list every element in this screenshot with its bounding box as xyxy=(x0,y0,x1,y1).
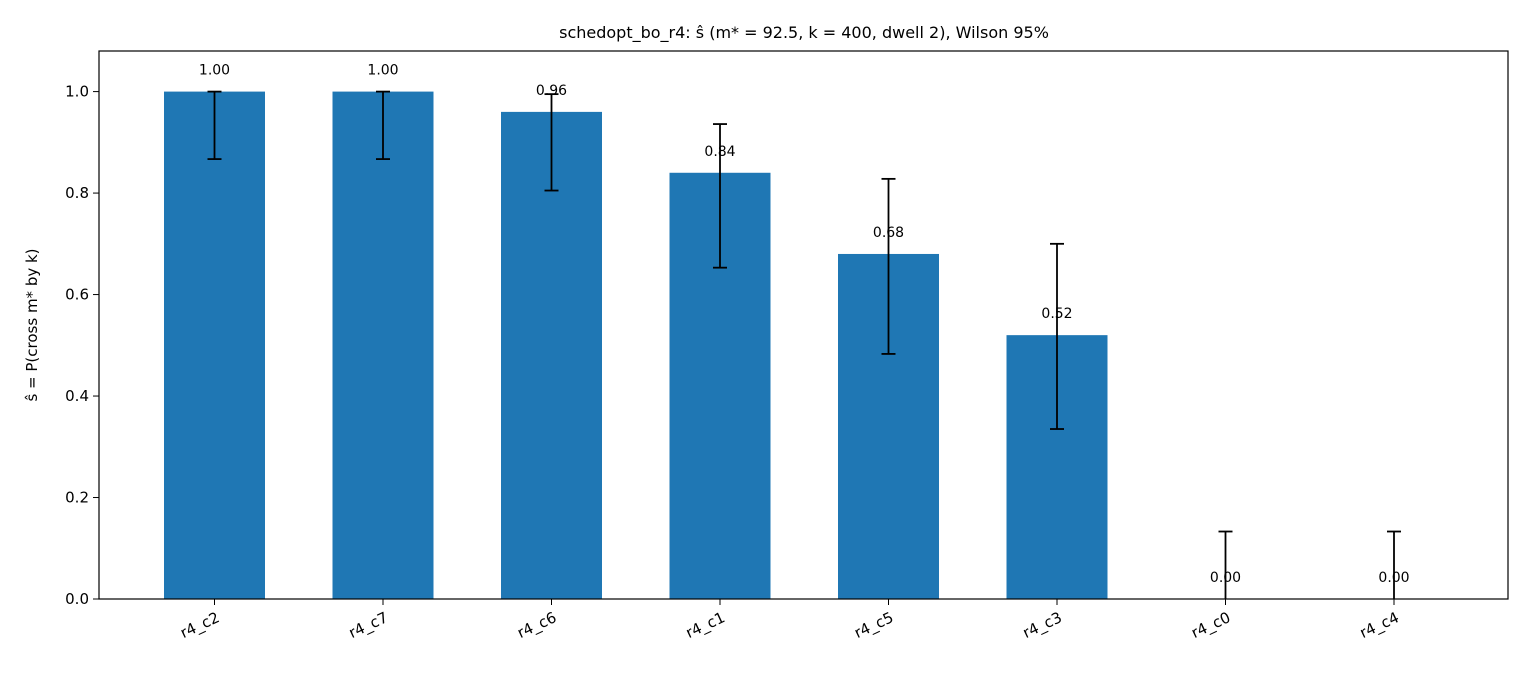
errorbars-group xyxy=(207,90,1401,599)
value-label-r4_c6: 0.96 xyxy=(536,83,567,99)
value-label-r4_c5: 0.68 xyxy=(873,225,904,241)
bar-r4_c6 xyxy=(501,111,602,599)
bars-group xyxy=(164,91,1108,600)
value-label-r4_c4: 0.00 xyxy=(1378,570,1409,586)
chart-title: schedopt_bo_r4: ŝ (m* = 92.5, k = 400, d… xyxy=(559,23,1049,43)
value-label-r4_c1: 0.84 xyxy=(704,144,735,160)
y-tick-label-3: 0.6 xyxy=(65,286,89,304)
bar-r4_c2 xyxy=(164,91,265,599)
y-tick-label-2: 0.4 xyxy=(65,387,89,405)
y-axis-label: ŝ = P(cross m* by k) xyxy=(23,248,41,401)
y-tick-label-5: 1.0 xyxy=(65,83,89,101)
value-label-r4_c0: 0.00 xyxy=(1210,570,1241,586)
value-label-r4_c2: 1.00 xyxy=(199,63,230,79)
y-tick-label-1: 0.2 xyxy=(65,489,89,507)
y-axis: 0.0 0.2 0.4 0.6 0.8 1.0 xyxy=(65,83,99,608)
value-label-r4_c7: 1.00 xyxy=(367,63,398,79)
plot-frame xyxy=(98,50,1509,600)
y-tick-label-0: 0.0 xyxy=(65,590,89,608)
y-tick-label-4: 0.8 xyxy=(65,184,89,202)
value-label-r4_c3: 0.52 xyxy=(1041,306,1072,322)
bar-r4_c7 xyxy=(332,91,434,599)
value-labels-group: 1.00 1.00 0.96 0.84 0.68 0.52 0.00 0.00 xyxy=(199,63,1410,586)
